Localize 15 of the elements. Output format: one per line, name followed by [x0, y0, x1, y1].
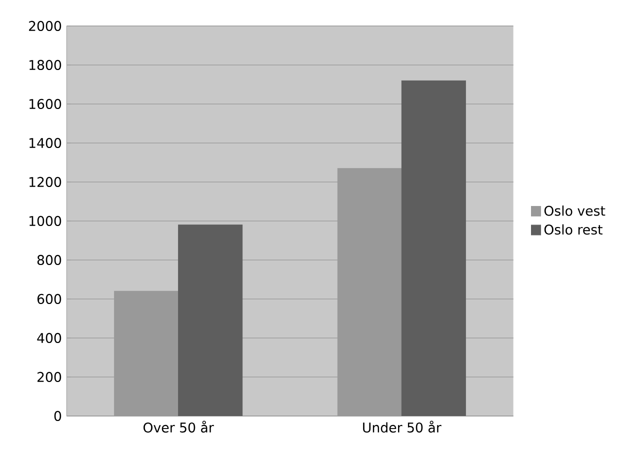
y-tick-label: 800	[37, 254, 62, 266]
x-tick-label: Over 50 år	[144, 420, 214, 433]
y-tick-label: 1600	[29, 98, 62, 110]
x-tick-label: Under 50 år	[363, 420, 442, 433]
y-tick-label: 400	[37, 332, 62, 344]
y-tick-label: 1400	[29, 138, 62, 148]
y-tick-label: 2000	[29, 20, 62, 32]
legend-label: Oslo vest	[544, 206, 606, 216]
legend-label: Oslo rest	[544, 224, 602, 235]
y-tick-label: 1200	[29, 176, 62, 188]
y-tick-label: 0	[54, 410, 62, 422]
y-tick-label: 200	[38, 372, 62, 382]
y-tick-label: 1800	[29, 60, 62, 70]
y-tick-label: 600	[37, 294, 62, 304]
y-tick-label: 1000	[29, 216, 62, 226]
